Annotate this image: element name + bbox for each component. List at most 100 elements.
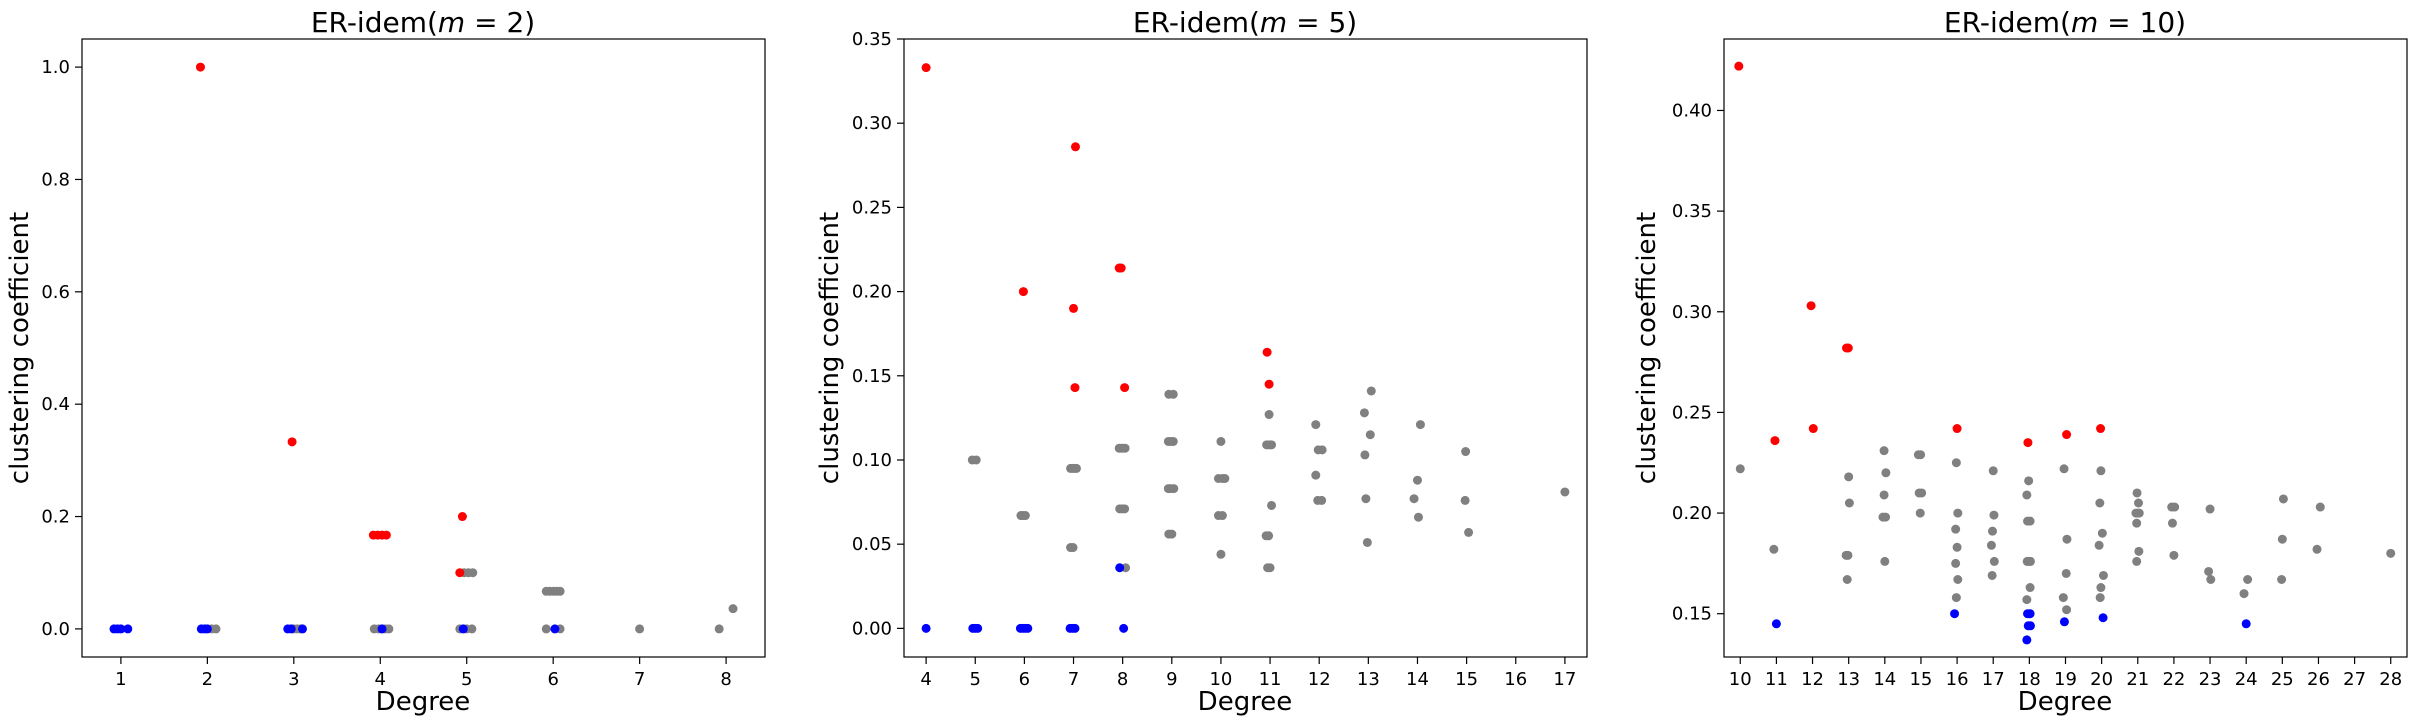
data-point-low xyxy=(1115,563,1125,573)
data-point-other xyxy=(467,624,477,634)
data-point-other xyxy=(1311,470,1321,480)
data-point-other xyxy=(2022,595,2032,605)
x-tick-label: 6 xyxy=(1019,669,1030,690)
data-point-other xyxy=(1464,527,1474,537)
y-tick-label: 1.0 xyxy=(41,57,70,78)
data-point-other xyxy=(1879,446,1889,456)
x-tick-label: 2 xyxy=(202,669,213,690)
data-point-other xyxy=(2098,570,2108,580)
data-point-low xyxy=(1070,623,1080,633)
data-point-other xyxy=(1560,487,1570,497)
data-point-other xyxy=(468,568,478,578)
data-point-other xyxy=(1951,558,1961,568)
data-point-highlight xyxy=(1262,347,1272,357)
x-tick-label: 3 xyxy=(288,669,299,690)
data-point-highlight xyxy=(457,512,467,522)
data-points xyxy=(921,63,1570,633)
x-tick-label: 11 xyxy=(1765,669,1788,690)
data-point-other xyxy=(2059,464,2069,474)
x-tick-label: 24 xyxy=(2235,669,2258,690)
data-point-other xyxy=(1409,494,1419,504)
y-tick-label: 0.15 xyxy=(1672,604,1712,625)
data-point-other xyxy=(2206,574,2216,584)
data-point-low xyxy=(2241,619,2251,629)
data-point-other xyxy=(1460,495,1470,505)
x-tick-label: 4 xyxy=(375,669,386,690)
data-point-other xyxy=(1220,474,1230,484)
data-point-other xyxy=(2134,508,2144,518)
data-point-highlight xyxy=(1843,343,1853,353)
y-tick-label: 0.10 xyxy=(852,450,892,471)
data-point-other xyxy=(1844,498,1854,508)
x-tick-label: 28 xyxy=(2379,669,2402,690)
chart-panel-m5: 4 5 6 7 8 9 10 11 12 13 14 15 16 17 0.00 0.05 0.10 0.15 0.… xyxy=(815,6,1588,717)
data-point-low xyxy=(1950,609,1960,619)
data-point-other xyxy=(1880,556,1890,566)
y-tick-label: 0.6 xyxy=(41,282,70,303)
data-point-other xyxy=(2277,534,2287,544)
data-point-low xyxy=(2098,613,2108,623)
data-point-other xyxy=(1735,464,1745,474)
data-point-other xyxy=(2096,583,2106,593)
x-tick-label: 17 xyxy=(1982,669,2005,690)
data-point-highlight xyxy=(2062,430,2072,440)
data-point-other xyxy=(2132,518,2142,528)
x-tick-label: 15 xyxy=(1909,669,1932,690)
y-tick-label: 0.8 xyxy=(41,169,70,190)
data-point-highlight xyxy=(1070,142,1080,152)
y-tick-label: 0.0 xyxy=(41,619,70,640)
plot-area xyxy=(81,38,766,658)
data-point-other xyxy=(2132,488,2142,498)
y-axis-label: clustering coefficient xyxy=(815,212,845,484)
y-tick-label: 0.25 xyxy=(1672,402,1712,423)
data-point-other xyxy=(1879,490,1889,500)
data-point-other xyxy=(1265,563,1275,573)
data-point-highlight xyxy=(1808,424,1818,434)
x-tick-label: 25 xyxy=(2271,669,2294,690)
data-point-other xyxy=(1915,508,1925,518)
data-point-low xyxy=(921,623,931,633)
data-point-other xyxy=(1917,488,1927,498)
data-point-highlight xyxy=(1120,383,1130,393)
data-point-highlight xyxy=(1069,303,1079,313)
data-point-other xyxy=(1412,475,1422,485)
data-point-other xyxy=(1068,543,1078,553)
data-point-other xyxy=(2243,574,2253,584)
data-point-other xyxy=(2062,534,2072,544)
y-tick-label: 0.20 xyxy=(852,282,892,303)
data-point-other xyxy=(2095,593,2105,603)
plot-area xyxy=(903,38,1588,658)
data-point-low xyxy=(973,623,983,633)
chart-title: ER-idem(m = 10) xyxy=(1944,6,2186,39)
x-tick-label: 1 xyxy=(115,669,126,690)
data-point-highlight xyxy=(1070,383,1080,393)
data-point-other xyxy=(1216,549,1226,559)
data-point-other xyxy=(1953,574,1963,584)
x-tick-label: 7 xyxy=(1068,669,1079,690)
data-point-highlight xyxy=(2023,438,2033,448)
x-axis-label: Degree xyxy=(376,687,471,717)
data-point-other xyxy=(1264,410,1274,420)
data-point-other xyxy=(541,624,551,634)
y-tick-label: 0.25 xyxy=(852,197,892,218)
data-point-low xyxy=(116,624,126,634)
x-tick-label: 23 xyxy=(2199,669,2222,690)
y-tick-label: 0.05 xyxy=(852,534,892,555)
y-axis-label: clustering coefficient xyxy=(5,212,35,484)
data-point-low xyxy=(1119,623,1129,633)
data-point-other xyxy=(1461,447,1471,457)
data-point-other xyxy=(1365,430,1375,440)
data-point-highlight xyxy=(1952,424,1962,434)
x-tick-label: 9 xyxy=(1166,669,1177,690)
data-point-other xyxy=(2315,502,2325,512)
data-point-other xyxy=(1267,500,1277,510)
data-point-other xyxy=(1843,550,1853,560)
x-tick-label: 16 xyxy=(1504,669,1527,690)
data-point-other xyxy=(728,604,738,614)
axis-ticks: 1 2 3 4 5 6 7 8 0.0 0.2 0.4 0.6 0.8 1.0 xyxy=(41,57,731,690)
data-point-other xyxy=(1844,472,1854,482)
data-points xyxy=(1734,61,2396,645)
x-tick-label: 14 xyxy=(1873,669,1896,690)
y-axis-label: clustering coefficient xyxy=(1632,212,1662,484)
x-tick-label: 13 xyxy=(1837,669,1860,690)
